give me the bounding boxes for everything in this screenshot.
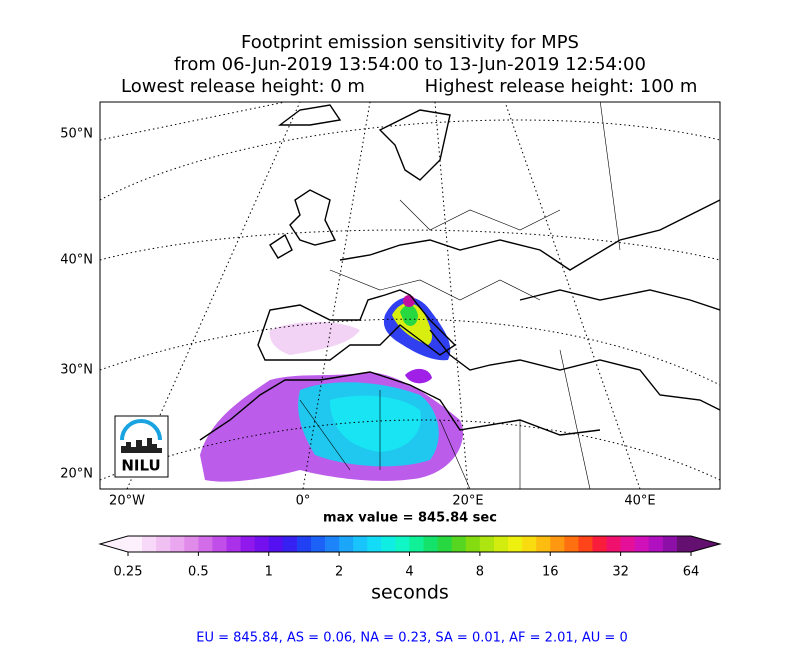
- colorbar-segment: [381, 536, 396, 552]
- colorbar-segment: [564, 536, 579, 552]
- map-frame: [99, 101, 721, 490]
- colorbar-segment: [620, 536, 636, 552]
- colorbar-segment: [508, 536, 523, 552]
- title-line: from 06-Jun-2019 13:54:00 to 13-Jun-2019…: [174, 54, 646, 75]
- lat-label: 20°N: [60, 467, 93, 482]
- coast: [519, 289, 720, 311]
- footprint: [400, 304, 418, 326]
- coast: [378, 109, 451, 181]
- graticule: [100, 419, 720, 481]
- colorbar-segment: [325, 536, 340, 552]
- max-value: max value = 845.84 sec: [323, 511, 497, 526]
- lon-label: 20°E: [452, 494, 483, 509]
- colorbar-segment: [156, 536, 171, 552]
- colorbar-segment: [353, 536, 368, 552]
- colorbar-segment: [409, 536, 425, 552]
- colorbar-segment: [367, 536, 382, 552]
- colorbar-segment: [451, 536, 467, 552]
- logo-arc: [120, 419, 162, 441]
- colorbar-segment: [606, 536, 622, 552]
- lon-label: 20°W: [109, 494, 145, 509]
- colorbar-label: seconds: [371, 582, 449, 604]
- footprint: [405, 368, 432, 384]
- graticule: [100, 229, 720, 261]
- colorbar-segment: [578, 536, 593, 552]
- colorbar-segment: [128, 536, 143, 552]
- colorbar-segment: [142, 536, 157, 552]
- colorbar-segment: [339, 536, 354, 552]
- colorbar-tick-label: 0.25: [114, 565, 143, 580]
- logo-text: NILU: [121, 457, 160, 475]
- lat-label: 40°N: [60, 253, 93, 268]
- colorbar-segment: [493, 536, 509, 552]
- colorbar-segment: [662, 536, 678, 552]
- colorbar-segment: [310, 536, 326, 552]
- colorbar-segment: [282, 536, 298, 552]
- colorbar-tick-label: 16: [542, 565, 559, 580]
- colorbar-segment: [479, 536, 495, 552]
- colorbar-segment: [522, 536, 537, 552]
- colorbar-segment: [648, 536, 664, 552]
- colorbar-segment: [268, 536, 284, 552]
- title-line: Footprint emission sensitivity for MPS: [241, 32, 579, 53]
- colorbar-segment: [240, 536, 256, 552]
- title-line: Highest release height: 100 m: [425, 76, 698, 97]
- map: NILU 50°N 40°N 30°N 20°N 20°W 0° 20°E 40…: [60, 101, 721, 509]
- logo-skyline: [121, 438, 162, 453]
- colorbar-segment: [296, 536, 312, 552]
- colorbar-segment: [198, 536, 213, 552]
- colorbar-segment: [592, 536, 608, 552]
- lat-label: 30°N: [60, 363, 93, 378]
- coast: [199, 371, 601, 441]
- graticule: [100, 119, 720, 201]
- colorbar-segment: [254, 536, 270, 552]
- graticule: [504, 102, 641, 489]
- colorbar: 0.25 0.5 1 2 4 8 16 32 64: [98, 535, 722, 580]
- colorbar-segment: [465, 536, 481, 552]
- graticule: [100, 102, 286, 141]
- nilu-logo: NILU: [114, 415, 169, 478]
- colorbar-segment: [170, 536, 185, 552]
- coast: [429, 329, 720, 411]
- colorbar-extend: [100, 536, 128, 552]
- colorbar-tick-label: 0.5: [188, 565, 209, 580]
- colorbar-segment: [550, 536, 565, 552]
- coast: [339, 199, 720, 271]
- colorbar-segment: [395, 536, 410, 552]
- lat-label: 50°N: [60, 127, 93, 142]
- coast: [289, 189, 337, 246]
- title-line: Lowest release height: 0 m: [121, 76, 365, 97]
- colorbar-tick-label: 4: [405, 565, 413, 580]
- border: [299, 102, 621, 489]
- colorbar-segment: [184, 536, 199, 552]
- footprint: [330, 395, 421, 452]
- colorbar-segment: [634, 536, 650, 552]
- footprint: [403, 295, 415, 307]
- lon-label: 40°E: [624, 494, 655, 509]
- footprint: [269, 321, 360, 355]
- colorbar-tick-label: 8: [476, 565, 484, 580]
- graticule: [126, 102, 301, 489]
- colorbar-segment: [437, 536, 453, 552]
- colorbar-extend: [691, 536, 720, 552]
- colorbar-segment: [212, 536, 228, 552]
- coast: [257, 289, 457, 361]
- coast: [277, 104, 342, 126]
- colorbar-tick-label: 32: [612, 565, 629, 580]
- colorbar-tick-label: 2: [335, 565, 343, 580]
- coast: [269, 233, 293, 259]
- colorbar-segment: [226, 536, 242, 552]
- graticule: [100, 318, 720, 386]
- colorbar-tick-label: 1: [265, 565, 273, 580]
- colorbar-segment: [423, 536, 439, 552]
- lon-label: 0°: [296, 494, 311, 509]
- footer: EU = 845.84, AS = 0.06, NA = 0.23, SA = …: [196, 631, 627, 646]
- colorbar-segment: [676, 536, 692, 552]
- colorbar-segment: [536, 536, 551, 552]
- colorbar-tick-label: 64: [683, 565, 700, 580]
